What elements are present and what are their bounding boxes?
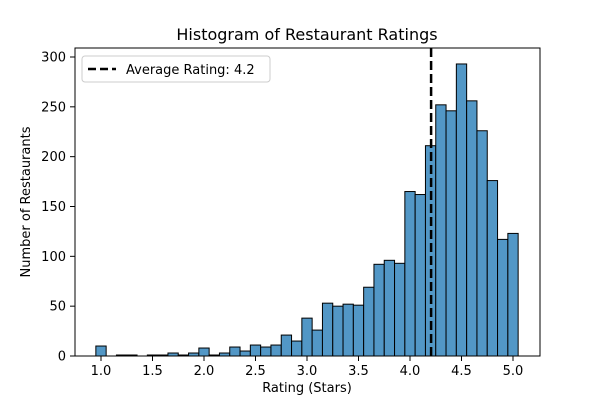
histogram-bar — [476, 130, 488, 357]
histogram-bar — [260, 346, 272, 357]
y-tick-label: 50 — [49, 300, 66, 315]
histogram-bar — [311, 329, 323, 357]
histogram-bar — [497, 238, 509, 357]
y-tick-label: 200 — [41, 150, 66, 165]
histogram-bars — [95, 63, 519, 357]
x-tick-label: 1.5 — [142, 364, 163, 379]
y-axis-label: Number of Restaurants — [19, 126, 34, 277]
histogram-bar — [321, 302, 334, 357]
x-tick-label: 4.5 — [451, 364, 472, 379]
x-tick-label: 2.0 — [194, 364, 215, 379]
histogram-bar — [352, 304, 365, 357]
x-tick-label: 5.0 — [503, 364, 524, 379]
histogram-bar — [95, 345, 107, 357]
histogram-bar — [394, 262, 406, 357]
histogram-bar — [239, 350, 251, 357]
histogram-bar — [507, 232, 519, 357]
x-axis-ticks: 1.0 1.5 2.0 2.5 3.0 3.5 4.0 4.5 5.0 — [91, 356, 524, 379]
histogram-bar — [486, 180, 499, 357]
x-tick-label: 3.5 — [348, 364, 369, 379]
y-tick-label: 250 — [41, 100, 66, 115]
histogram-bar — [229, 346, 241, 357]
legend: Average Rating: 4.2 — [81, 55, 271, 83]
chart-title: Histogram of Restaurant Ratings — [176, 25, 437, 44]
x-tick-label: 4.0 — [400, 364, 421, 379]
y-tick-label: 300 — [41, 50, 66, 65]
legend-box — [81, 55, 271, 83]
histogram-bar — [404, 191, 416, 357]
histogram-bar — [270, 344, 282, 357]
legend-label: Average Rating: 4.2 — [126, 63, 255, 78]
histogram-bar — [455, 63, 468, 357]
histogram-bar — [291, 340, 303, 357]
histogram-bar — [249, 344, 262, 357]
y-tick-label: 100 — [41, 250, 66, 265]
histogram-bar — [332, 305, 344, 357]
x-axis-label: Rating (Stars) — [262, 381, 352, 396]
y-tick-label: 0 — [58, 350, 66, 365]
y-tick-label: 150 — [41, 200, 66, 215]
histogram-bar — [280, 334, 293, 357]
histogram-bar — [445, 110, 457, 357]
histogram-bar — [435, 104, 447, 357]
histogram-bar — [301, 317, 313, 357]
y-axis-ticks: 0 50 100 150 200 250 300 — [41, 50, 75, 365]
histogram-bar — [198, 347, 210, 357]
x-tick-label: 2.5 — [245, 364, 266, 379]
histogram-bar — [342, 303, 354, 357]
histogram-bar — [383, 259, 396, 357]
histogram-bar — [466, 100, 478, 357]
x-tick-label: 3.0 — [297, 364, 318, 379]
x-tick-label: 1.0 — [91, 364, 112, 379]
histogram-bar — [363, 286, 375, 357]
histogram-bar — [414, 194, 426, 357]
histogram-bar — [373, 263, 385, 357]
